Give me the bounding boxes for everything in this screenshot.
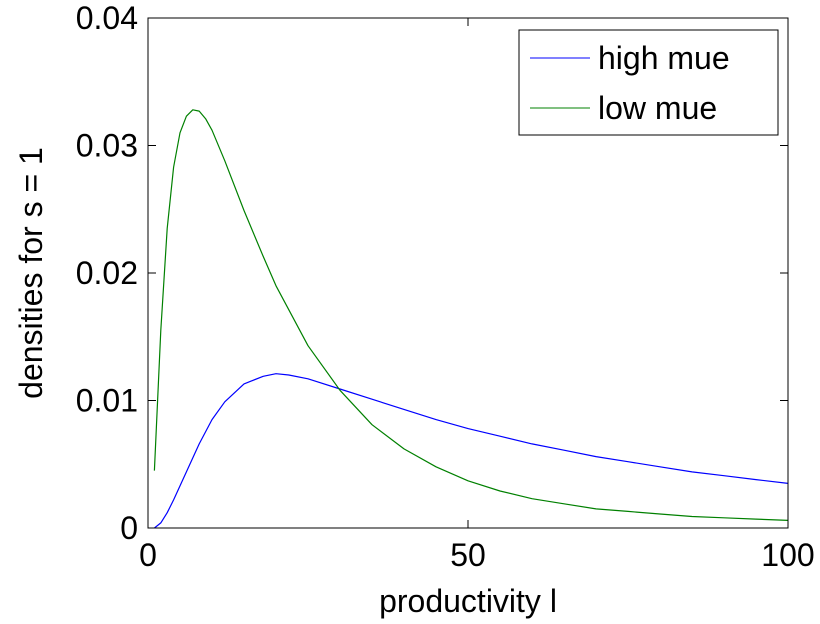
series-layer bbox=[153, 109, 789, 529]
tick-labels: 0 50 100 0 0.01 0.02 0.03 0.04 bbox=[76, 0, 815, 573]
x-tick-label: 100 bbox=[761, 537, 814, 573]
x-axis-label: productivity l bbox=[379, 583, 557, 619]
legend-box bbox=[518, 29, 779, 136]
y-tick-label: 0.01 bbox=[76, 383, 138, 419]
legend-label-high-mue: high mue bbox=[598, 40, 730, 76]
x-tick-label: 50 bbox=[450, 537, 486, 573]
y-tick-label: 0.03 bbox=[76, 128, 138, 164]
x-tick-label: 0 bbox=[139, 537, 157, 573]
y-tick-label: 0 bbox=[120, 510, 138, 546]
series-line-high-mue bbox=[154, 373, 789, 529]
y-tick-label: 0.04 bbox=[76, 0, 138, 36]
legend: high mue low mue bbox=[518, 29, 779, 136]
y-axis-label: densities for s = 1 bbox=[13, 147, 49, 399]
legend-label-low-mue: low mue bbox=[598, 90, 717, 126]
y-tick-label: 0.02 bbox=[76, 255, 138, 291]
series-line-low-mue bbox=[153, 109, 789, 521]
plot-frame bbox=[147, 17, 789, 529]
